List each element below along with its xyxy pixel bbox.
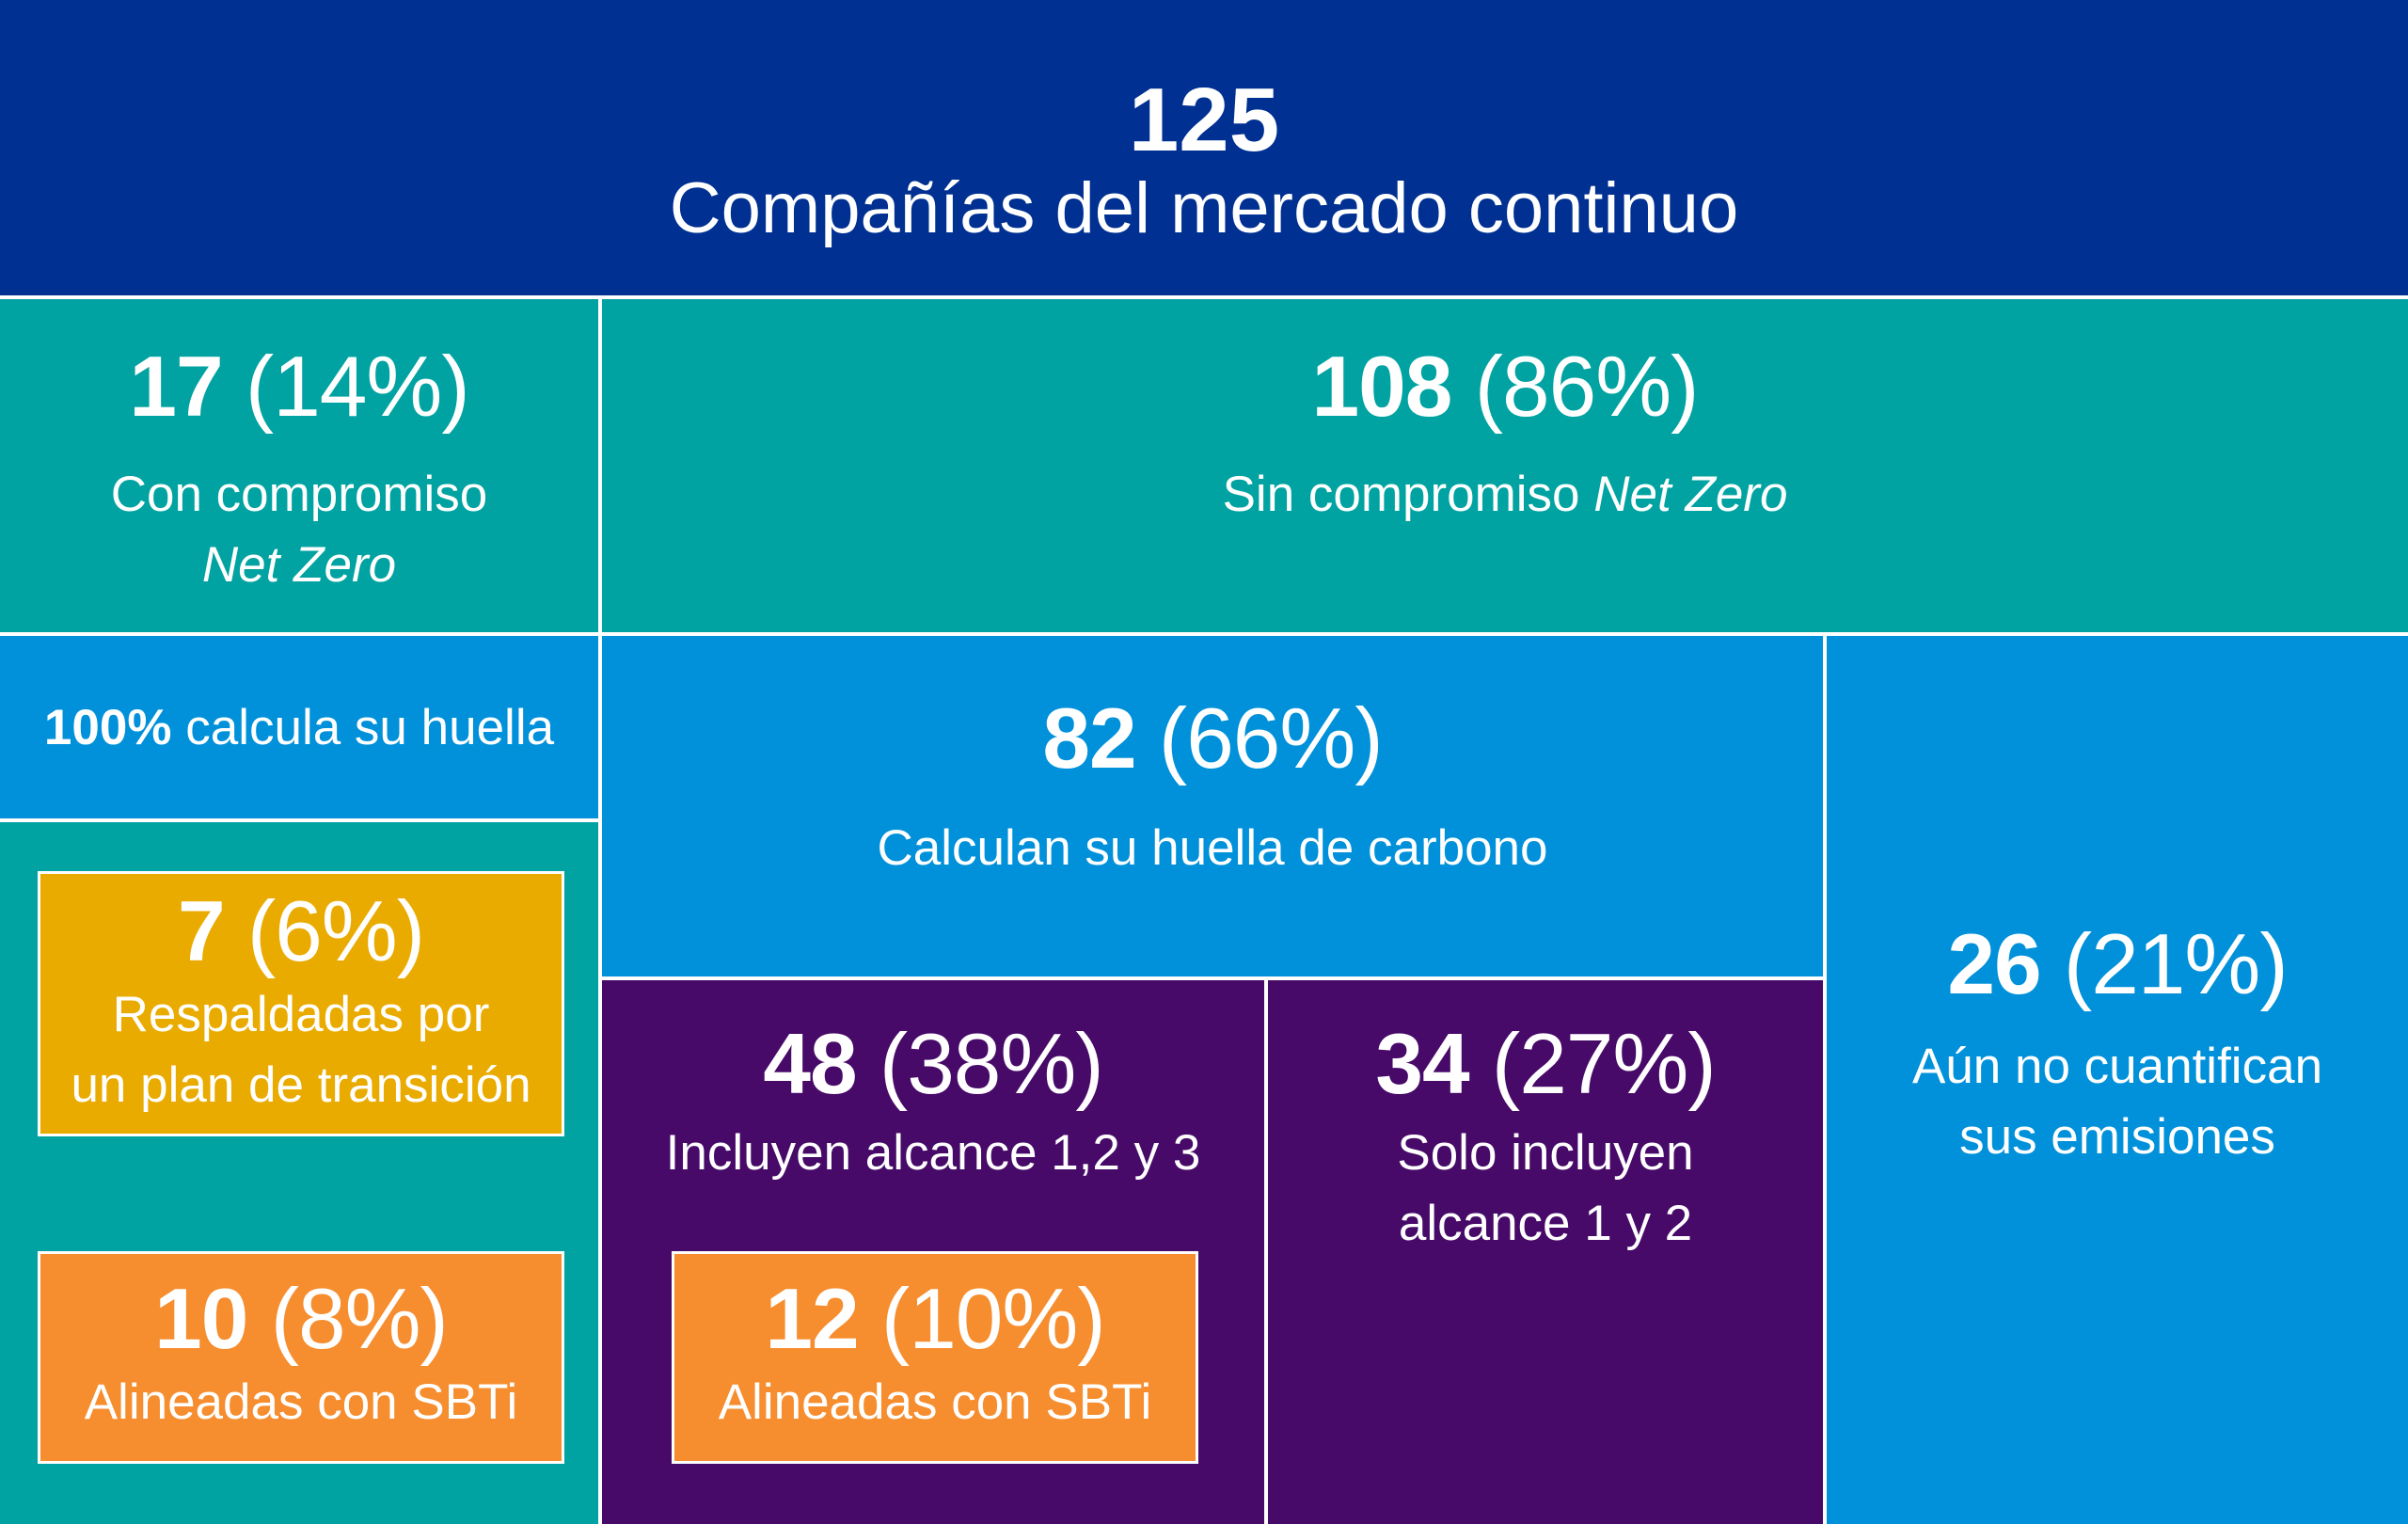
net-zero-percent: (14%) xyxy=(245,340,470,435)
calc-footprint-number: 82 xyxy=(1042,691,1136,786)
net-zero-label-italic: Net Zero xyxy=(201,537,397,594)
sbti-net-zero-label: Alineadas con SBTi xyxy=(84,1374,518,1431)
sbti-scope-label: Alineadas con SBTi xyxy=(718,1374,1152,1431)
scope-12-percent: (27%) xyxy=(1491,1017,1717,1112)
total-companies-label: Compañías del mercado continuo xyxy=(669,168,1739,248)
transition-plan-percent: (6%) xyxy=(246,884,425,979)
scope-123-number: 48 xyxy=(763,1017,857,1112)
transition-plan-label-1: Respaldadas por xyxy=(112,987,490,1043)
scope-123-percent: (38%) xyxy=(879,1017,1104,1112)
transition-plan-number: 7 xyxy=(177,884,226,979)
scope-12-number: 34 xyxy=(1375,1017,1469,1112)
sbti-net-zero-percent: (8%) xyxy=(270,1272,449,1367)
total-companies-block: 125 Compañías del mercado continuo xyxy=(0,0,2408,295)
not-quantified-label-2: sus emisiones xyxy=(1959,1109,2275,1166)
sbti-scope-block: 12 (10%) Alineadas con SBTi xyxy=(672,1251,1198,1464)
not-quantified-number: 26 xyxy=(1947,917,2041,1012)
not-quantified-block: 26 (21%) Aún no cuantifican sus emisione… xyxy=(1827,636,2408,1524)
sbti-scope-number: 12 xyxy=(765,1272,859,1367)
calc-all-block: 100% calcula su huella xyxy=(0,636,598,818)
no-net-zero-block: 108 (86%) Sin compromiso Net Zero xyxy=(602,299,2408,632)
scope-12-block: 34 (27%) Solo incluyen alcance 1 y 2 xyxy=(1268,980,1823,1524)
no-net-zero-number: 108 xyxy=(1311,340,1453,435)
sbti-net-zero-block: 10 (8%) Alineadas con SBTi xyxy=(38,1251,564,1464)
no-net-zero-label: Sin compromiso xyxy=(1222,467,1594,523)
calc-all-percent: 100% xyxy=(43,699,172,755)
transition-plan-label-2: un plan de transición xyxy=(71,1057,531,1114)
net-zero-label: Con compromiso xyxy=(110,467,488,523)
no-net-zero-percent: (86%) xyxy=(1474,340,1700,435)
calc-footprint-block: 82 (66%) Calculan su huella de carbono xyxy=(602,636,1823,976)
calc-all-label: calcula su huella xyxy=(185,699,555,755)
transition-plan-block: 7 (6%) Respaldadas por un plan de transi… xyxy=(38,871,564,1136)
net-zero-block: 17 (14%) Con compromiso Net Zero xyxy=(0,299,598,632)
net-zero-number: 17 xyxy=(129,340,223,435)
not-quantified-label-1: Aún no cuantifican xyxy=(1911,1039,2323,1095)
scope-12-label-1: Solo incluyen xyxy=(1397,1125,1694,1182)
no-net-zero-label-italic: Net Zero xyxy=(1593,467,1788,523)
sbti-net-zero-number: 10 xyxy=(154,1272,248,1367)
total-companies-number: 125 xyxy=(1128,70,1280,170)
scope-12-label-2: alcance 1 y 2 xyxy=(1398,1196,1693,1252)
scope-123-label: Incluyen alcance 1,2 y 3 xyxy=(665,1125,1201,1182)
sbti-scope-percent: (10%) xyxy=(880,1272,1106,1367)
calc-footprint-label: Calculan su huella de carbono xyxy=(877,820,1548,877)
not-quantified-percent: (21%) xyxy=(2063,917,2289,1012)
calc-footprint-percent: (66%) xyxy=(1158,691,1384,786)
